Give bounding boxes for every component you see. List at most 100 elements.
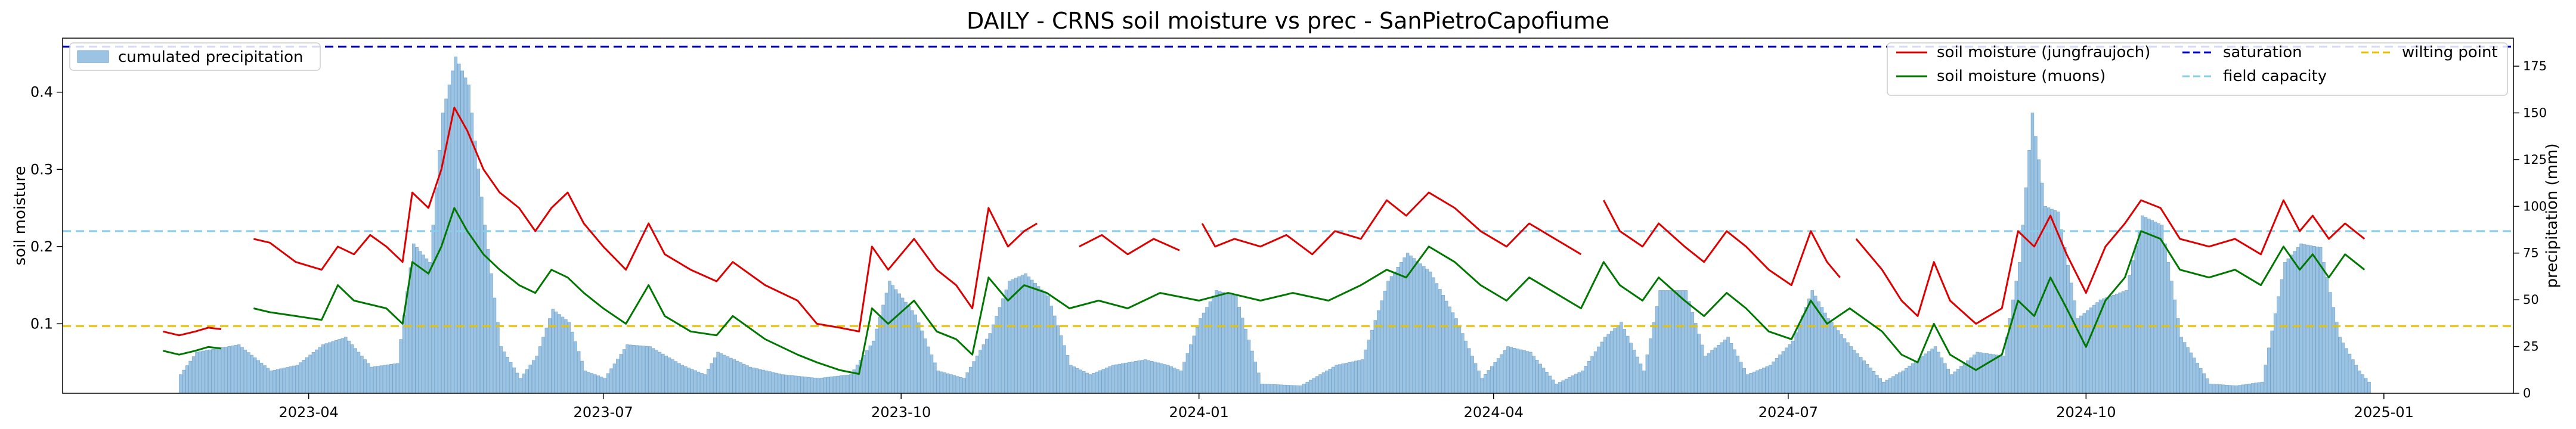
precipitation-bar	[1875, 374, 1879, 394]
series-line-jungfraujoch	[1855, 199, 2366, 325]
precipitation-bar	[1707, 353, 1711, 394]
right-tick-label: 100	[2523, 199, 2547, 213]
x-tick-label: 2024-10	[2056, 404, 2116, 421]
precipitation-bar	[1253, 362, 1258, 394]
precipitation-bar	[1836, 330, 1840, 394]
precipitation-bar	[2283, 262, 2287, 394]
precipitation-bar	[1649, 338, 1652, 394]
precipitation-bar	[1519, 349, 1523, 394]
precipitation-bar	[1930, 349, 1934, 394]
precipitation-bar	[227, 346, 231, 394]
precipitation-bar	[1979, 352, 1983, 394]
precipitation-bar	[324, 343, 328, 394]
precipitation-bar	[1950, 374, 1953, 394]
precipitation-bar	[1956, 368, 1960, 394]
precipitation-bar	[1480, 378, 1484, 394]
precipitation-bar	[1901, 371, 1905, 394]
precipitation-bar	[1221, 292, 1225, 394]
precipitation-bar	[1004, 290, 1008, 394]
precipitation-bar	[784, 374, 788, 394]
precipitation-bar	[2318, 247, 2323, 394]
precipitation-bar	[982, 344, 986, 394]
precipitation-bar	[218, 347, 221, 394]
precipitation-bar	[2277, 296, 2280, 394]
precipitation-bar	[493, 297, 497, 394]
precipitation-bar	[2073, 300, 2076, 394]
precipitation-bar	[1613, 328, 1617, 394]
series-line-jungfraujoch	[1201, 191, 1582, 256]
right-tick-label: 125	[2523, 153, 2547, 167]
precipitation-bar	[723, 355, 726, 394]
precipitation-bar	[813, 378, 817, 394]
precipitation-bar	[677, 363, 681, 394]
precipitation-bar	[1506, 346, 1510, 394]
precipitation-bar	[1082, 371, 1086, 394]
precipitation-bar	[1571, 375, 1575, 394]
precipitation-bar	[1658, 290, 1662, 394]
precipitation-bar	[551, 309, 555, 394]
precipitation-bar	[943, 372, 946, 394]
precipitation-bar	[1593, 351, 1597, 394]
precipitation-bar	[2176, 318, 2180, 394]
precipitation-bar	[1856, 353, 1859, 394]
precipitation-bar	[1801, 315, 1804, 394]
precipitation-bar	[1027, 276, 1031, 394]
precipitation-bar	[2111, 295, 2115, 394]
precipitation-bar	[1840, 334, 1843, 394]
precipitation-bar	[1335, 365, 1338, 394]
precipitation-bar	[2341, 343, 2345, 394]
precipitation-bar	[405, 291, 409, 394]
precipitation-bar	[1661, 290, 1665, 394]
precipitation-bar	[1496, 358, 1500, 394]
precipitation-bar	[2238, 385, 2241, 394]
x-axis-ticks: 2023-04 2023-07 2023-10 2024-01 2024-04 2024-…	[278, 393, 2414, 421]
precipitation-bar	[1030, 279, 1034, 394]
precipitation-bar	[567, 322, 571, 394]
precipitation-bar	[1677, 290, 1682, 394]
precipitation-bar	[1140, 360, 1144, 394]
precipitation-bar	[661, 353, 665, 394]
precipitation-bar	[1163, 364, 1167, 394]
precipitation-bar	[1500, 354, 1503, 394]
precipitation-bar	[1704, 355, 1707, 394]
precipitation-bar	[2209, 384, 2212, 394]
precipitation-bar	[1237, 307, 1241, 394]
precipitation-bar	[1736, 355, 1740, 394]
precipitation-bar	[299, 362, 302, 394]
precipitation-bar	[1156, 362, 1160, 394]
precipitation-bar	[2134, 245, 2138, 394]
precipitation-bar	[1765, 366, 1769, 394]
precipitation-bar	[1218, 291, 1222, 394]
precipitation-bar	[1976, 352, 1979, 394]
precipitation-bar	[1438, 289, 1442, 394]
precipitation-bar	[1833, 326, 1837, 394]
precipitation-bar	[490, 273, 493, 394]
precipitation-bar	[2241, 384, 2245, 394]
legend-swatch-precipitation	[77, 50, 109, 63]
precipitation-bar	[979, 350, 982, 394]
precipitation-bar	[1525, 351, 1530, 394]
precipitation-bar	[1878, 378, 1882, 394]
precipitation-bar	[476, 169, 481, 394]
precipitation-bar	[667, 358, 671, 394]
precipitation-bar	[1804, 307, 1808, 394]
precipitation-bar	[664, 355, 668, 394]
precipitation-bar	[1117, 363, 1122, 394]
precipitation-bar	[1720, 342, 1723, 394]
precipitation-bar	[1321, 372, 1326, 394]
precipitation-bar	[1202, 312, 1206, 394]
precipitation-bar	[1509, 347, 1513, 394]
precipitation-bar	[535, 355, 538, 394]
precipitation-bar	[726, 356, 730, 394]
precipitation-bar	[791, 375, 794, 394]
precipitation-bar	[2218, 384, 2222, 394]
precipitation-bar	[1859, 357, 1863, 394]
precipitation-bar	[1636, 356, 1639, 394]
precipitation-bar	[1620, 322, 1623, 394]
precipitation-bar	[1717, 345, 1720, 394]
precipitation-bar	[1943, 363, 1947, 394]
precipitation-bar	[2014, 281, 2018, 394]
precipitation-bar	[350, 344, 354, 394]
precipitation-bar	[276, 369, 280, 394]
